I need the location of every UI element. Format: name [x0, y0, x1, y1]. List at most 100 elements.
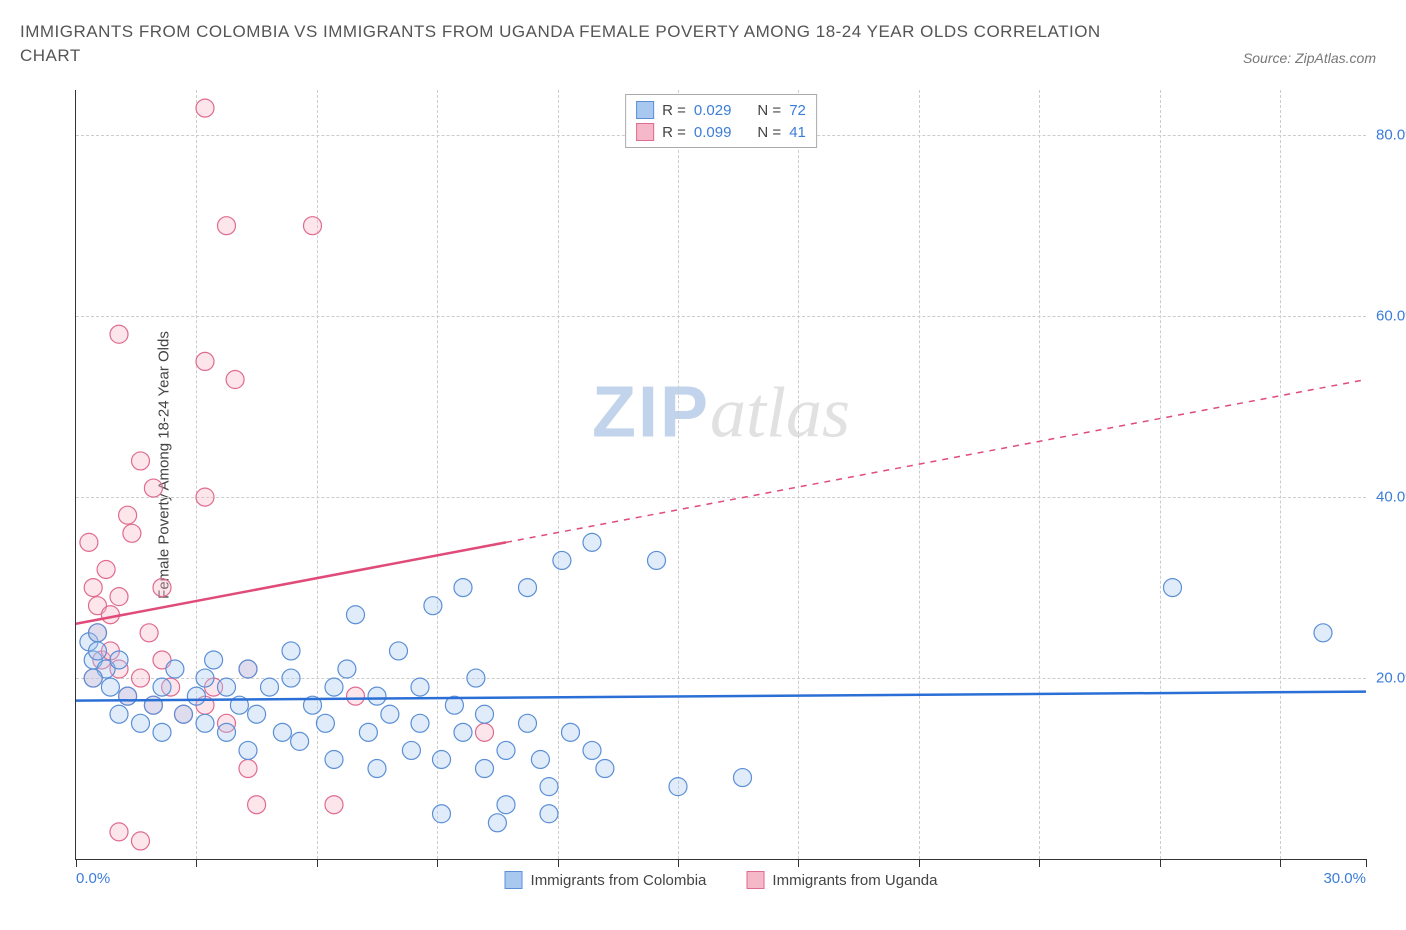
- n-label: N =: [757, 102, 781, 119]
- data-point: [497, 796, 515, 814]
- data-point: [325, 750, 343, 768]
- data-point: [110, 705, 128, 723]
- data-point: [368, 687, 386, 705]
- data-point: [359, 723, 377, 741]
- y-tick-label: 80.0%: [1376, 127, 1406, 144]
- data-point: [273, 723, 291, 741]
- data-point: [411, 714, 429, 732]
- data-point: [166, 660, 184, 678]
- data-point: [261, 678, 279, 696]
- data-point: [531, 750, 549, 768]
- data-point: [648, 551, 666, 569]
- data-point: [325, 796, 343, 814]
- legend-swatch-colombia-bottom: [505, 871, 523, 889]
- data-point: [239, 660, 257, 678]
- data-point: [519, 579, 537, 597]
- data-point: [282, 642, 300, 660]
- data-point: [338, 660, 356, 678]
- chart-container: IMMIGRANTS FROM COLOMBIA VS IMMIGRANTS F…: [20, 20, 1386, 910]
- data-point: [196, 99, 214, 117]
- legend-swatch-uganda-bottom: [746, 871, 764, 889]
- data-point: [153, 579, 171, 597]
- data-point: [123, 524, 141, 542]
- data-point: [433, 750, 451, 768]
- data-point: [132, 669, 150, 687]
- data-point: [433, 805, 451, 823]
- legend-label-uganda: Immigrants from Uganda: [772, 872, 937, 889]
- data-point: [196, 352, 214, 370]
- data-point: [583, 533, 601, 551]
- data-point: [596, 760, 614, 778]
- data-point: [196, 669, 214, 687]
- legend-row-colombia: R = 0.029 N = 72: [636, 99, 806, 121]
- n-value-uganda: 41: [789, 124, 806, 141]
- data-point: [196, 488, 214, 506]
- data-point: [291, 732, 309, 750]
- data-point: [132, 714, 150, 732]
- source-attribution: Source: ZipAtlas.com: [1243, 50, 1376, 66]
- data-point: [476, 705, 494, 723]
- data-point: [454, 723, 472, 741]
- data-point: [175, 705, 193, 723]
- r-value-uganda: 0.099: [694, 124, 732, 141]
- r-label: R =: [662, 124, 686, 141]
- data-point: [119, 687, 137, 705]
- r-value-colombia: 0.029: [694, 102, 732, 119]
- data-point: [519, 714, 537, 732]
- trend-line-dashed: [506, 380, 1366, 543]
- data-point: [97, 560, 115, 578]
- trend-line-solid: [76, 542, 506, 623]
- data-point: [347, 687, 365, 705]
- data-point: [119, 506, 137, 524]
- data-point: [101, 606, 119, 624]
- data-point: [553, 551, 571, 569]
- data-point: [424, 597, 442, 615]
- data-point: [187, 687, 205, 705]
- legend-item-uganda: Immigrants from Uganda: [746, 871, 937, 889]
- r-label: R =: [662, 102, 686, 119]
- data-point: [80, 533, 98, 551]
- data-point: [325, 678, 343, 696]
- data-point: [488, 814, 506, 832]
- data-point: [218, 723, 236, 741]
- data-point: [110, 588, 128, 606]
- data-point: [226, 371, 244, 389]
- series-legend: Immigrants from Colombia Immigrants from…: [505, 871, 938, 889]
- n-value-colombia: 72: [789, 102, 806, 119]
- data-point: [476, 723, 494, 741]
- data-point: [140, 624, 158, 642]
- data-point: [304, 217, 322, 235]
- legend-label-colombia: Immigrants from Colombia: [531, 872, 707, 889]
- data-point: [540, 778, 558, 796]
- data-point: [84, 579, 102, 597]
- data-point: [381, 705, 399, 723]
- data-point: [583, 741, 601, 759]
- data-point: [101, 678, 119, 696]
- legend-item-colombia: Immigrants from Colombia: [505, 871, 707, 889]
- data-point: [347, 606, 365, 624]
- data-point: [239, 760, 257, 778]
- data-point: [153, 723, 171, 741]
- data-point: [316, 714, 334, 732]
- data-point: [476, 760, 494, 778]
- data-point: [89, 624, 107, 642]
- data-point: [84, 669, 102, 687]
- data-point: [218, 678, 236, 696]
- data-point: [1164, 579, 1182, 597]
- data-point: [144, 479, 162, 497]
- y-tick-label: 60.0%: [1376, 308, 1406, 325]
- data-point: [196, 714, 214, 732]
- data-point: [132, 452, 150, 470]
- data-point: [248, 796, 266, 814]
- data-point: [239, 741, 257, 759]
- data-point: [1314, 624, 1332, 642]
- data-point: [402, 741, 420, 759]
- data-point: [411, 678, 429, 696]
- data-point: [390, 642, 408, 660]
- data-point: [454, 579, 472, 597]
- correlation-legend: R = 0.029 N = 72 R = 0.099 N = 41: [625, 94, 817, 148]
- data-point: [669, 778, 687, 796]
- legend-swatch-colombia: [636, 101, 654, 119]
- data-point: [282, 669, 300, 687]
- scatter-svg: [76, 90, 1366, 859]
